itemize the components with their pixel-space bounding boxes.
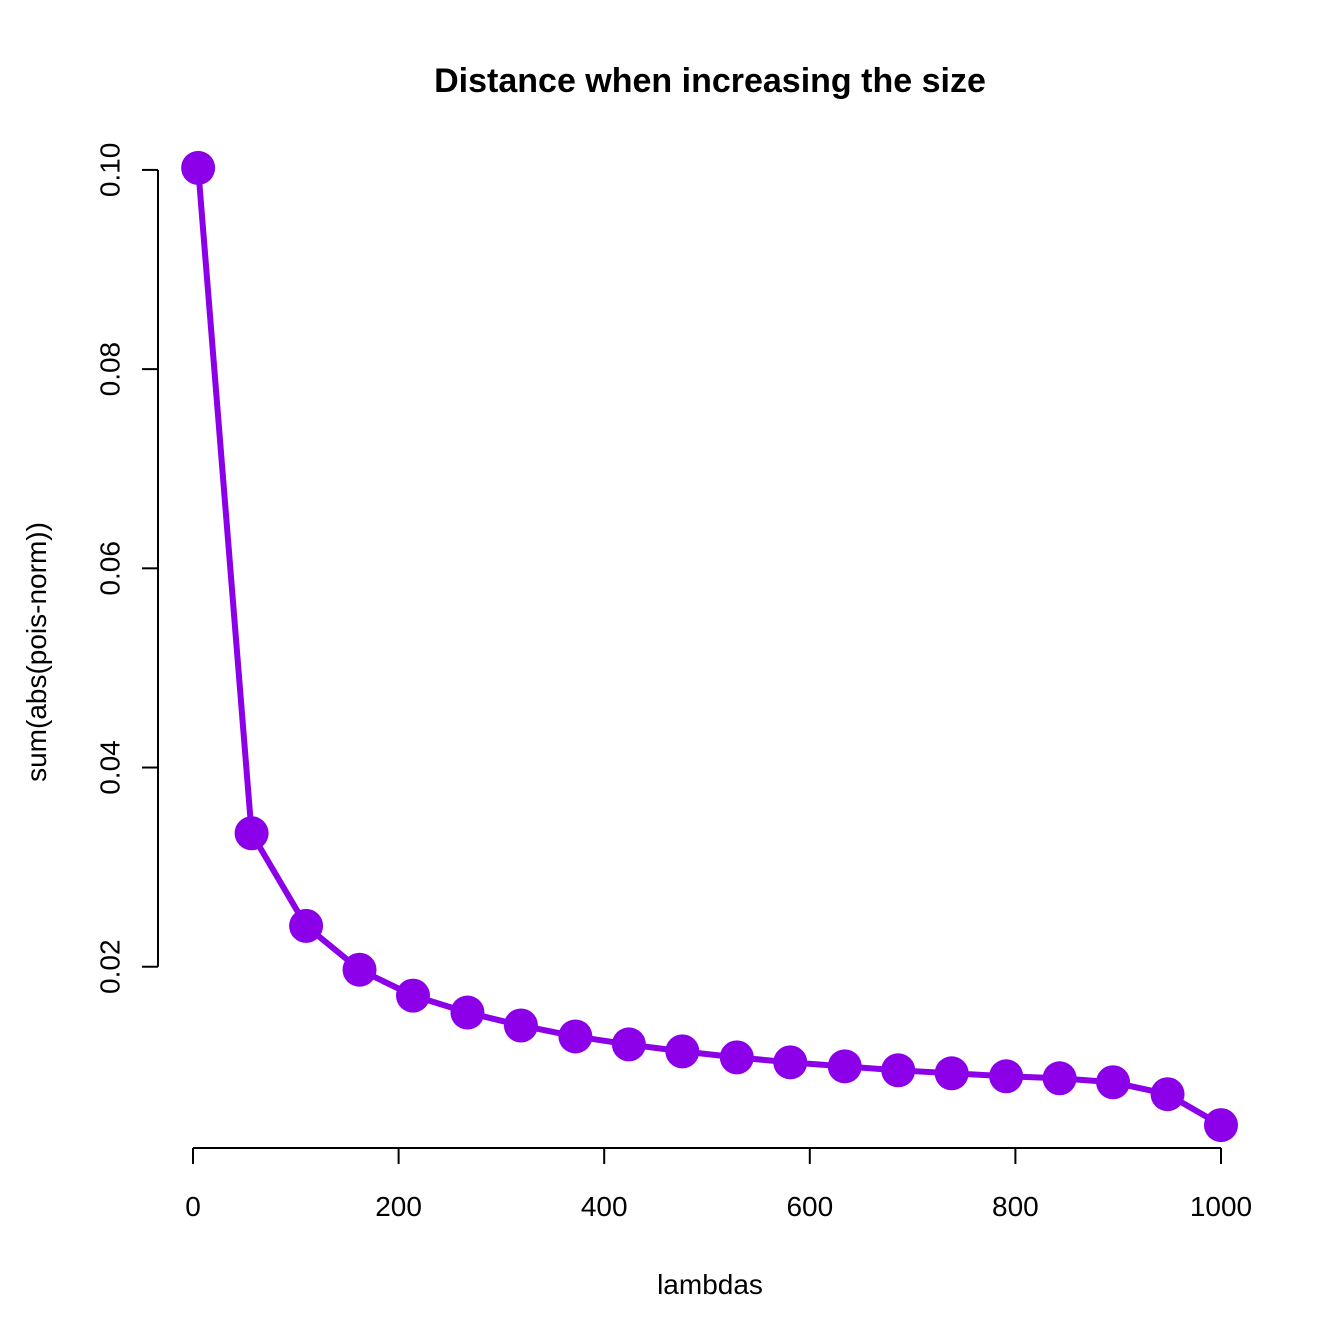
y-tick-label: 0.06	[94, 541, 125, 596]
x-tick-label: 400	[581, 1191, 628, 1222]
x-axis-label: lambdas	[657, 1269, 763, 1300]
data-point	[1150, 1077, 1185, 1112]
y-axis: 0.02 0.04 0.06 0.08 0.10	[94, 143, 159, 994]
data-point	[1096, 1065, 1131, 1100]
series	[181, 150, 1238, 1143]
data-point	[1042, 1061, 1077, 1096]
data-point	[611, 1027, 646, 1062]
x-tick-label: 0	[185, 1191, 201, 1222]
data-point	[773, 1045, 808, 1080]
data-point	[719, 1040, 754, 1075]
data-point	[342, 952, 377, 987]
x-tick-label: 1000	[1190, 1191, 1252, 1222]
data-point	[881, 1053, 916, 1088]
y-tick-label: 0.08	[94, 342, 125, 397]
data-point	[665, 1034, 700, 1069]
y-tick-label: 0.04	[94, 740, 125, 795]
x-axis: 0 200 400 600 800 1000	[185, 1147, 1252, 1222]
data-point	[395, 978, 430, 1013]
data-point	[827, 1049, 862, 1084]
x-tick-label: 800	[992, 1191, 1039, 1222]
x-tick-label: 200	[375, 1191, 422, 1222]
chart-title: Distance when increasing the size	[434, 62, 986, 100]
data-point	[558, 1019, 593, 1054]
data-point	[181, 150, 216, 185]
y-tick-label: 0.10	[94, 143, 125, 198]
y-tick-label: 0.02	[94, 939, 125, 994]
y-axis-label: sum(abs(pois-norm))	[21, 522, 52, 782]
data-point	[234, 816, 269, 851]
x-tick-label: 600	[786, 1191, 833, 1222]
data-point	[989, 1059, 1024, 1094]
data-point	[289, 908, 324, 943]
data-point	[503, 1008, 538, 1043]
data-point	[450, 995, 485, 1030]
data-point	[1204, 1108, 1238, 1143]
data-point	[934, 1056, 969, 1091]
